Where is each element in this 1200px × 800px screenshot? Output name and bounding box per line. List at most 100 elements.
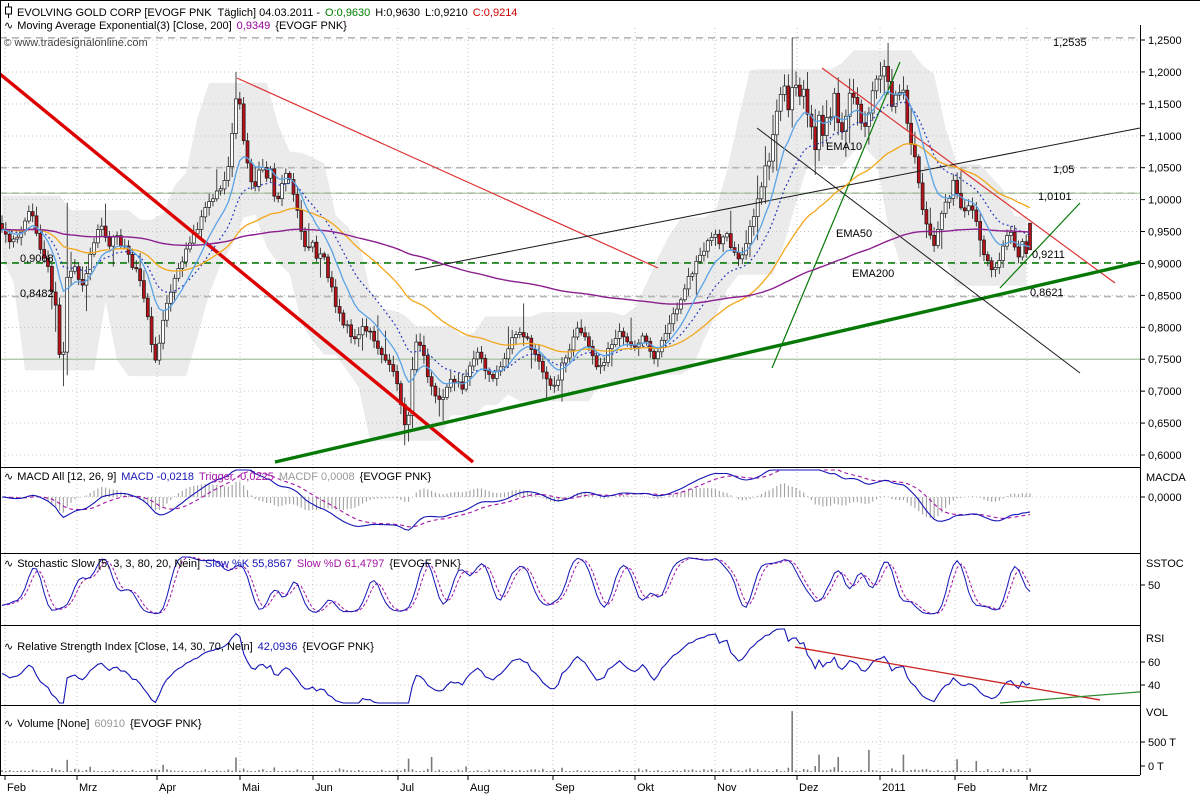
instrument-header-text: EVOLVING GOLD CORP [EVOGF PNK Täglich] 0… — [17, 7, 522, 19]
text-segment: {EVOGF PNK} — [129, 718, 202, 730]
wave-icon: ∿ — [4, 557, 14, 570]
svg-text:0,8000: 0,8000 — [1148, 322, 1182, 334]
text-segment: Moving Average Exponential(3) [Close, 20… — [17, 20, 232, 32]
svg-text:1,05: 1,05 — [1053, 164, 1074, 176]
stochastic-header-text: Stochastic Slow [5, 3, 3, 80, 20, Nein] S… — [17, 558, 466, 570]
text-segment: {EVOGF PNK} — [359, 471, 432, 483]
svg-text:2011: 2011 — [882, 782, 906, 794]
rsi-panel-header: ∿ Relative Strength Index [Close, 14, 30,… — [4, 640, 379, 654]
svg-text:1,2500: 1,2500 — [1148, 35, 1182, 47]
text-segment: Relative Strength Index [Close, 14, 30, … — [17, 641, 253, 653]
text-segment: 60910 — [94, 718, 125, 730]
svg-text:1,0000: 1,0000 — [1148, 195, 1182, 207]
svg-text:0,7500: 0,7500 — [1148, 354, 1182, 366]
text-segment: L:0,9210 — [424, 7, 468, 19]
svg-text:EMA200: EMA200 — [852, 268, 894, 280]
svg-text:RSI: RSI — [1146, 633, 1164, 645]
svg-text:1,2000: 1,2000 — [1148, 67, 1182, 79]
svg-text:Feb: Feb — [7, 782, 26, 794]
text-segment: {EVOGF PNK} — [275, 20, 347, 32]
macd-header-text: MACD All [12, 26, 9] MACD -0,0218 Trigger … — [17, 471, 436, 483]
text-segment: {EVOGF PNK} — [389, 558, 461, 570]
volume-header-text: Volume [None] 60910 {EVOGF PNK} — [17, 718, 206, 730]
text-segment: Slow %D 61,4797 — [296, 558, 385, 570]
svg-text:500 T: 500 T — [1148, 737, 1176, 749]
wave-icon: ∿ — [4, 470, 14, 483]
ema-indicator-header: ∿ Moving Average Exponential(3) [Close, 2… — [4, 19, 352, 33]
wave-icon: ∿ — [4, 19, 14, 32]
svg-text:1,1000: 1,1000 — [1148, 131, 1182, 143]
moving-averages — [1, 90, 1031, 385]
svg-text:MACDA: MACDA — [1146, 472, 1186, 484]
indicator-panels — [0, 469, 1141, 772]
text-segment: MACDF 0,0008 — [278, 471, 355, 483]
svg-text:Mrz: Mrz — [1029, 782, 1047, 794]
text-segment: MACD All [12, 26, 9] — [17, 471, 117, 483]
svg-text:Mrz: Mrz — [79, 782, 97, 794]
watermark: © www.tradesignalonline.com — [4, 37, 148, 50]
watermark-text: www.tradesignalonline.com — [14, 37, 148, 49]
svg-text:0,0000: 0,0000 — [1148, 492, 1182, 504]
svg-text:0,8482: 0,8482 — [20, 288, 54, 300]
wave-icon: ∿ — [4, 640, 14, 653]
svg-text:0,7000: 0,7000 — [1148, 386, 1182, 398]
gridlines — [0, 28, 1140, 775]
svg-text:0,6500: 0,6500 — [1148, 418, 1182, 430]
wave-icon: ∿ — [4, 717, 14, 730]
svg-text:0,9000: 0,9000 — [1148, 258, 1182, 270]
svg-text:Sep: Sep — [555, 782, 575, 794]
candles-layer — [0, 37, 1032, 446]
text-segment: Trigger -0,0225 — [199, 471, 274, 483]
svg-text:Apr: Apr — [159, 782, 176, 794]
ema-header-text: Moving Average Exponential(3) [Close, 20… — [17, 20, 352, 32]
text-segment: EVOLVING GOLD CORP [EVOGF PNK Täglich] 0… — [17, 7, 321, 19]
svg-text:50: 50 — [1148, 580, 1160, 592]
svg-text:Aug: Aug — [470, 782, 490, 794]
svg-text:EMA10: EMA10 — [826, 141, 862, 153]
svg-text:1,1500: 1,1500 — [1148, 99, 1182, 111]
text-segment: Slow %K 55,8567 — [205, 558, 292, 570]
svg-text:0,8500: 0,8500 — [1148, 290, 1182, 302]
trend-lines — [0, 61, 1141, 464]
price-labels: 1,2535 1,05 1,0101 0,9211 0,8621 0,9008 0,8482… — [20, 37, 1087, 300]
svg-text:Jun: Jun — [315, 782, 333, 794]
volume-panel-header: ∿ Volume [None] 60910 {EVOGF PNK} — [4, 717, 207, 731]
svg-text:0,6000: 0,6000 — [1148, 450, 1182, 462]
svg-text:Feb: Feb — [957, 782, 976, 794]
candlestick-icon — [4, 3, 13, 22]
svg-text:60: 60 — [1148, 657, 1160, 669]
svg-text:Jul: Jul — [400, 782, 414, 794]
volatility-band — [2, 50, 1027, 441]
svg-text:EMA50: EMA50 — [836, 228, 872, 240]
svg-text:0,9008: 0,9008 — [20, 253, 54, 265]
text-segment: C:0,9214 — [472, 7, 518, 19]
text-segment: 42,0936 — [257, 641, 298, 653]
stochastic-panel-header: ∿ Stochastic Slow [5, 3, 3, 80, 20, Nein]… — [4, 557, 466, 571]
svg-text:0,9500: 0,9500 — [1148, 227, 1182, 239]
svg-text:Mai: Mai — [242, 782, 260, 794]
text-segment: H:0,9630 — [375, 7, 420, 19]
svg-text:0,8621: 0,8621 — [1030, 287, 1064, 299]
text-segment: Volume [None] — [17, 718, 90, 730]
rsi-header-text: Relative Strength Index [Close, 14, 30, … — [17, 641, 379, 653]
svg-text:1,0101: 1,0101 — [1038, 191, 1072, 203]
svg-text:Nov: Nov — [717, 782, 737, 794]
svg-text:Dez: Dez — [799, 782, 819, 794]
text-segment: 0,9349 — [236, 20, 271, 32]
text-segment: Stochastic Slow [5, 3, 3, 80, 20, Nein] — [17, 558, 201, 570]
svg-text:40: 40 — [1148, 680, 1160, 692]
svg-text:0,9211: 0,9211 — [1032, 249, 1065, 261]
macd-panel-header: ∿ MACD All [12, 26, 9] MACD -0,0218 Trigger… — [4, 470, 436, 484]
svg-text:Okt: Okt — [637, 782, 654, 794]
svg-text:1,0500: 1,0500 — [1148, 163, 1182, 175]
text-segment: {EVOGF PNK} — [302, 641, 374, 653]
instrument-header: EVOLVING GOLD CORP [EVOGF PNK Täglich] 0… — [4, 3, 522, 22]
svg-text:VOL: VOL — [1146, 707, 1168, 719]
copyright-icon: © — [4, 38, 12, 49]
svg-text:1,2535: 1,2535 — [1053, 37, 1087, 49]
svg-text:SSTOC: SSTOC — [1146, 558, 1184, 570]
text-segment: MACD -0,0218 — [121, 471, 195, 483]
